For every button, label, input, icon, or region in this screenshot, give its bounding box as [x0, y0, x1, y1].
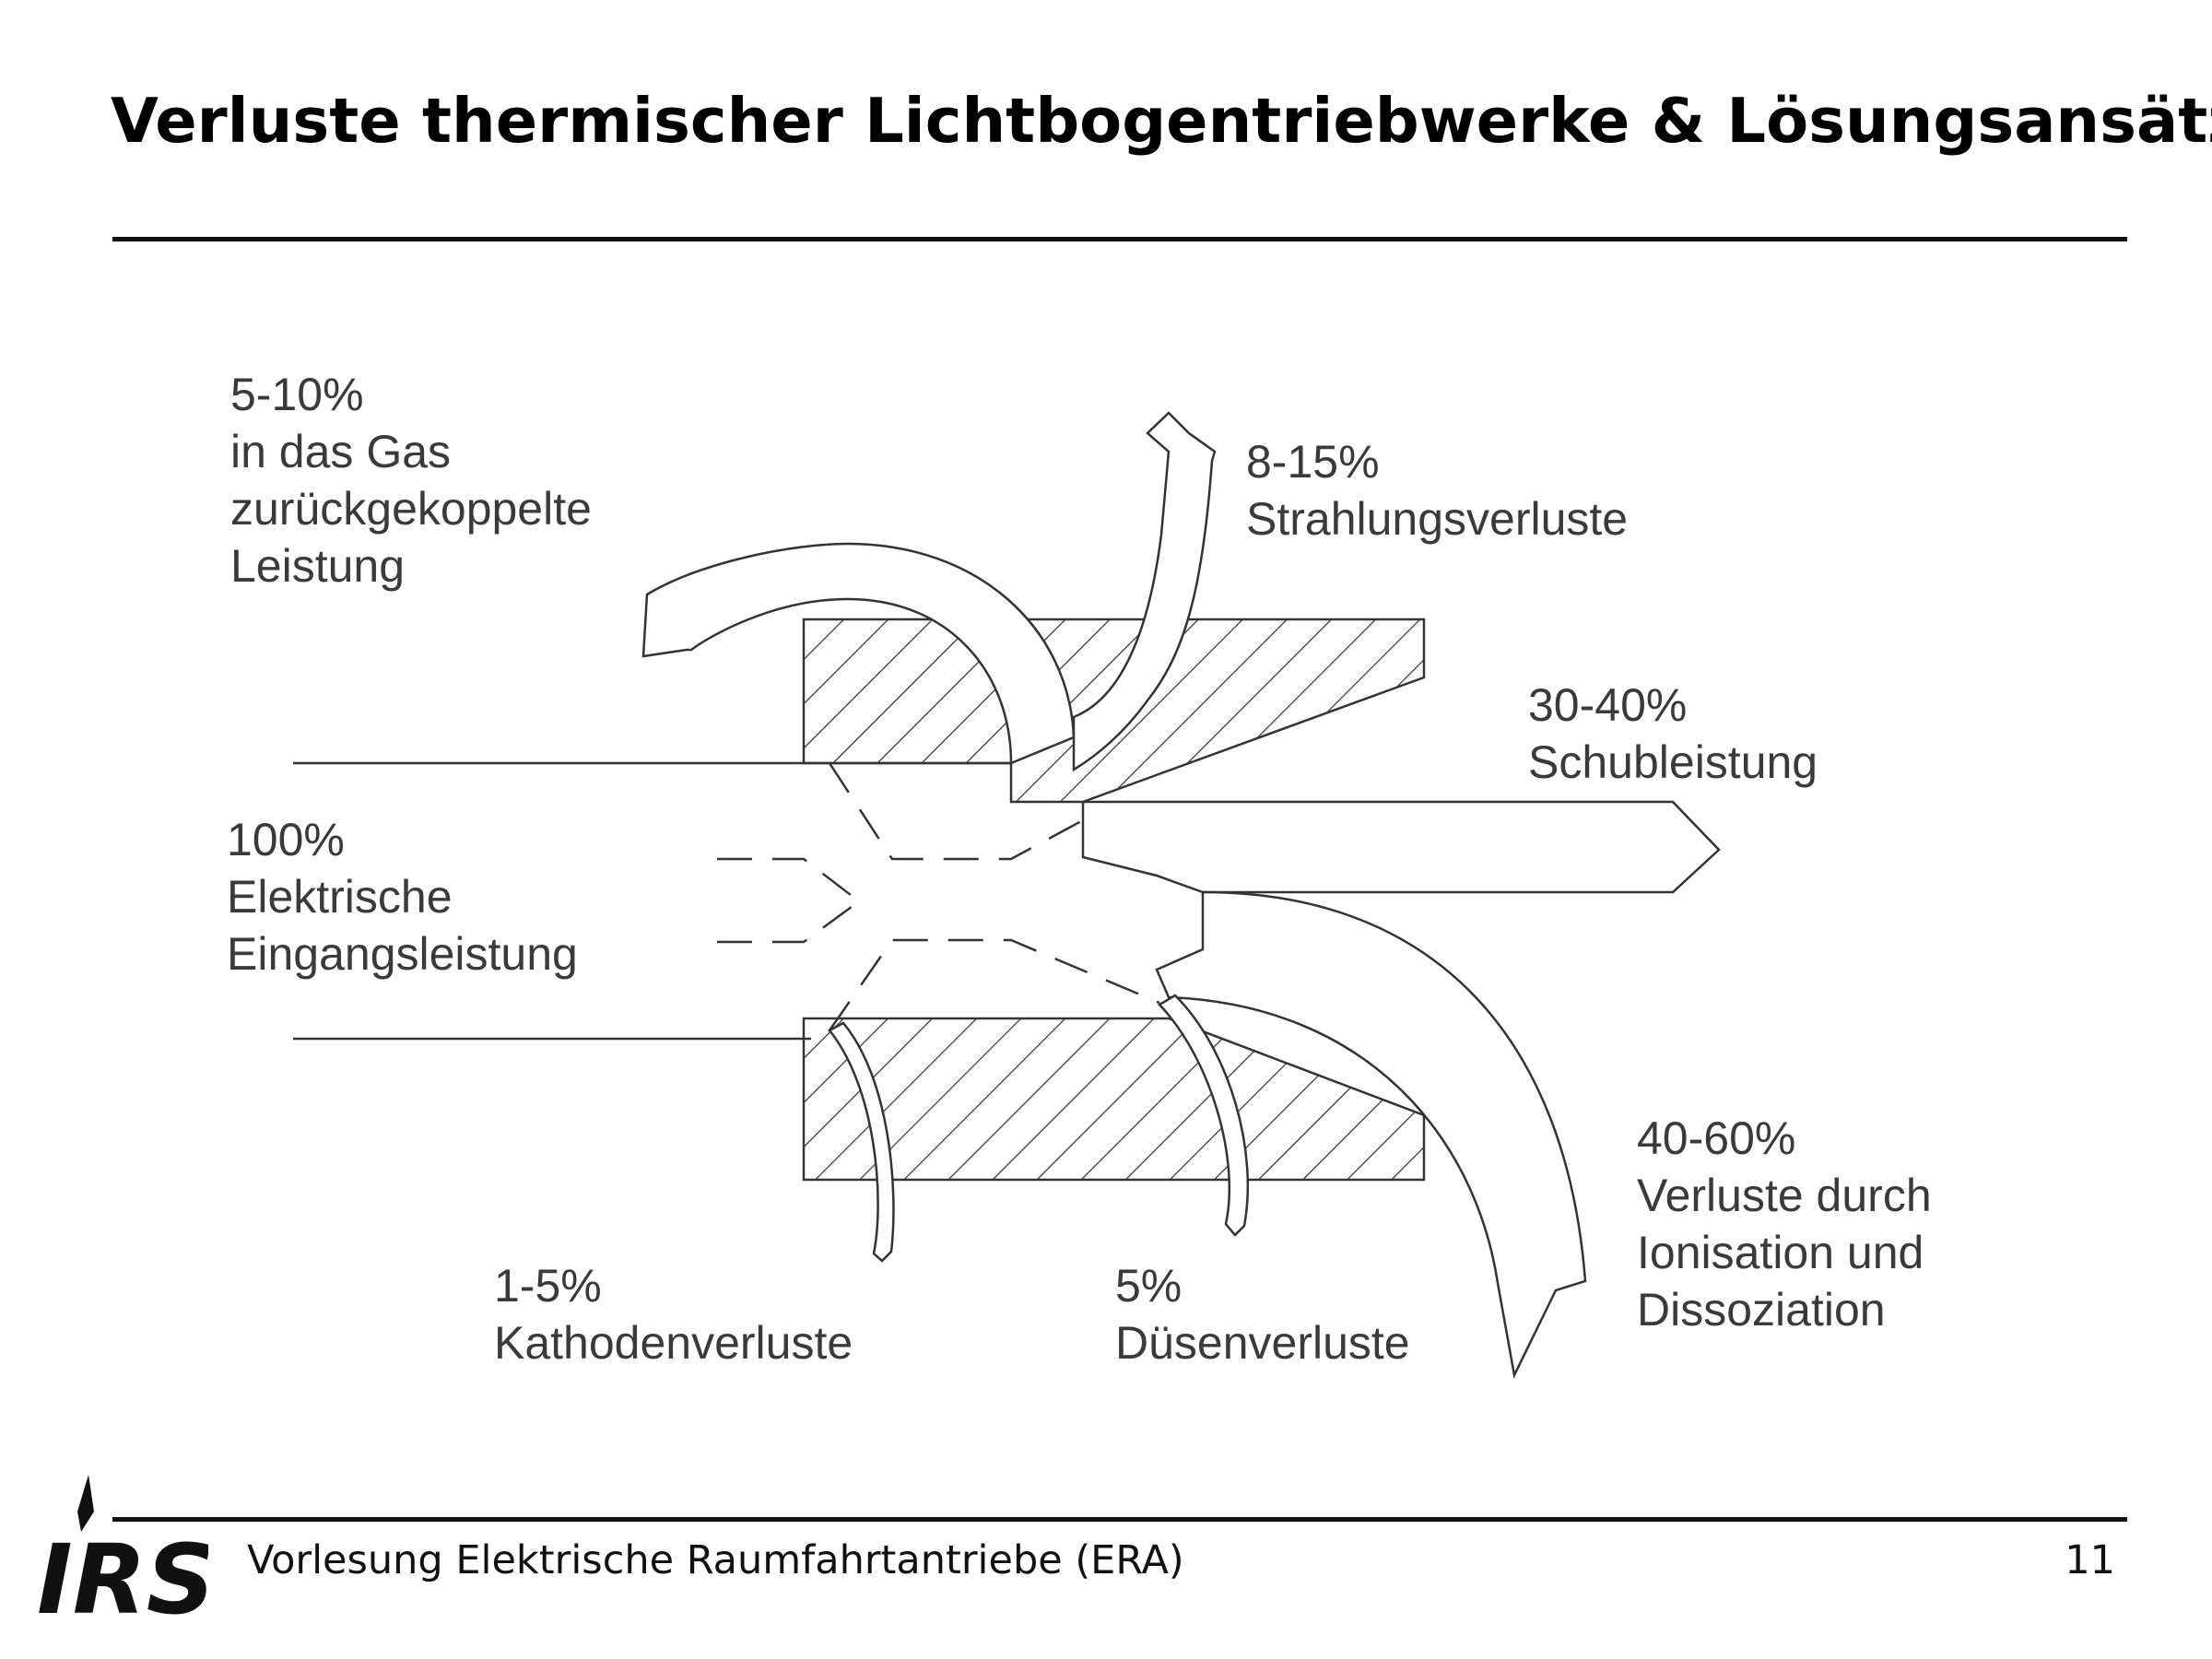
nozzle-loss-arrow	[1158, 994, 1250, 1237]
svg-text:5-10%: 5-10%	[230, 369, 364, 420]
arc-dashed-top	[828, 762, 1084, 861]
arc-dashed-bottom	[828, 938, 1160, 1031]
svg-text:Eingangsleistung: Eingangsleistung	[227, 928, 578, 980]
label-input: 100% Elektrische Eingangsleistung	[227, 814, 578, 980]
svg-text:in das Gas: in das Gas	[230, 426, 451, 477]
slide-title: Verluste thermischer Lichtbogentriebwerk…	[111, 85, 2212, 157]
svg-text:30-40%: 30-40%	[1528, 679, 1687, 731]
svg-text:5%: 5%	[1115, 1260, 1182, 1312]
label-radiation: 8-15% Strahlungsverluste	[1246, 436, 1628, 545]
svg-text:IRS: IRS	[37, 1524, 208, 1622]
ionisation-arrow	[1155, 890, 1587, 1379]
plasma-dashed-lower	[717, 900, 860, 944]
svg-text:zurückgekoppelte: zurückgekoppelte	[230, 483, 592, 535]
svg-text:Verluste durch: Verluste durch	[1637, 1170, 1932, 1221]
svg-text:8-15%: 8-15%	[1246, 436, 1380, 488]
svg-text:Dissoziation: Dissoziation	[1637, 1284, 1886, 1335]
svg-text:Strahlungsverluste: Strahlungsverluste	[1246, 493, 1628, 545]
radiation-arrow	[1072, 411, 1217, 772]
lower-electrode	[802, 1017, 1426, 1182]
label-thrust: 30-40% Schubleistung	[1528, 679, 1818, 788]
cathode-loss-arrow	[828, 1021, 895, 1263]
label-ionisation: 40-60% Verluste durch Ionisation und Dis…	[1637, 1112, 1932, 1335]
svg-text:100%: 100%	[227, 814, 345, 865]
label-cathode: 1-5% Kathodenverluste	[494, 1260, 853, 1369]
svg-text:Kathodenverluste: Kathodenverluste	[494, 1317, 853, 1369]
label-nozzle: 5% Düsenverluste	[1115, 1260, 1410, 1369]
svg-text:1-5%: 1-5%	[494, 1260, 602, 1312]
svg-text:Düsenverluste: Düsenverluste	[1115, 1317, 1410, 1369]
svg-text:Leistung: Leistung	[230, 540, 405, 592]
plasma-dashed-upper	[717, 857, 860, 902]
svg-text:Elektrische: Elektrische	[227, 871, 453, 923]
thrust-arrow	[1081, 800, 1721, 894]
irs-logo: IRS	[37, 1475, 208, 1622]
label-backcoupled: 5-10% in das Gas zurückgekoppelte Leistu…	[230, 369, 592, 592]
footer-divider	[112, 1517, 2127, 1522]
svg-text:Schubleistung: Schubleistung	[1528, 736, 1818, 788]
svg-text:40-60%: 40-60%	[1637, 1112, 1795, 1164]
page-number: 11	[2065, 1537, 2115, 1583]
footer-course-title: Vorlesung Elektrische Raumfahrtantriebe …	[247, 1537, 1184, 1583]
svg-text:Ionisation und: Ionisation und	[1637, 1227, 1924, 1278]
backcoupled-arrow	[641, 542, 1076, 765]
title-divider	[112, 237, 2127, 241]
